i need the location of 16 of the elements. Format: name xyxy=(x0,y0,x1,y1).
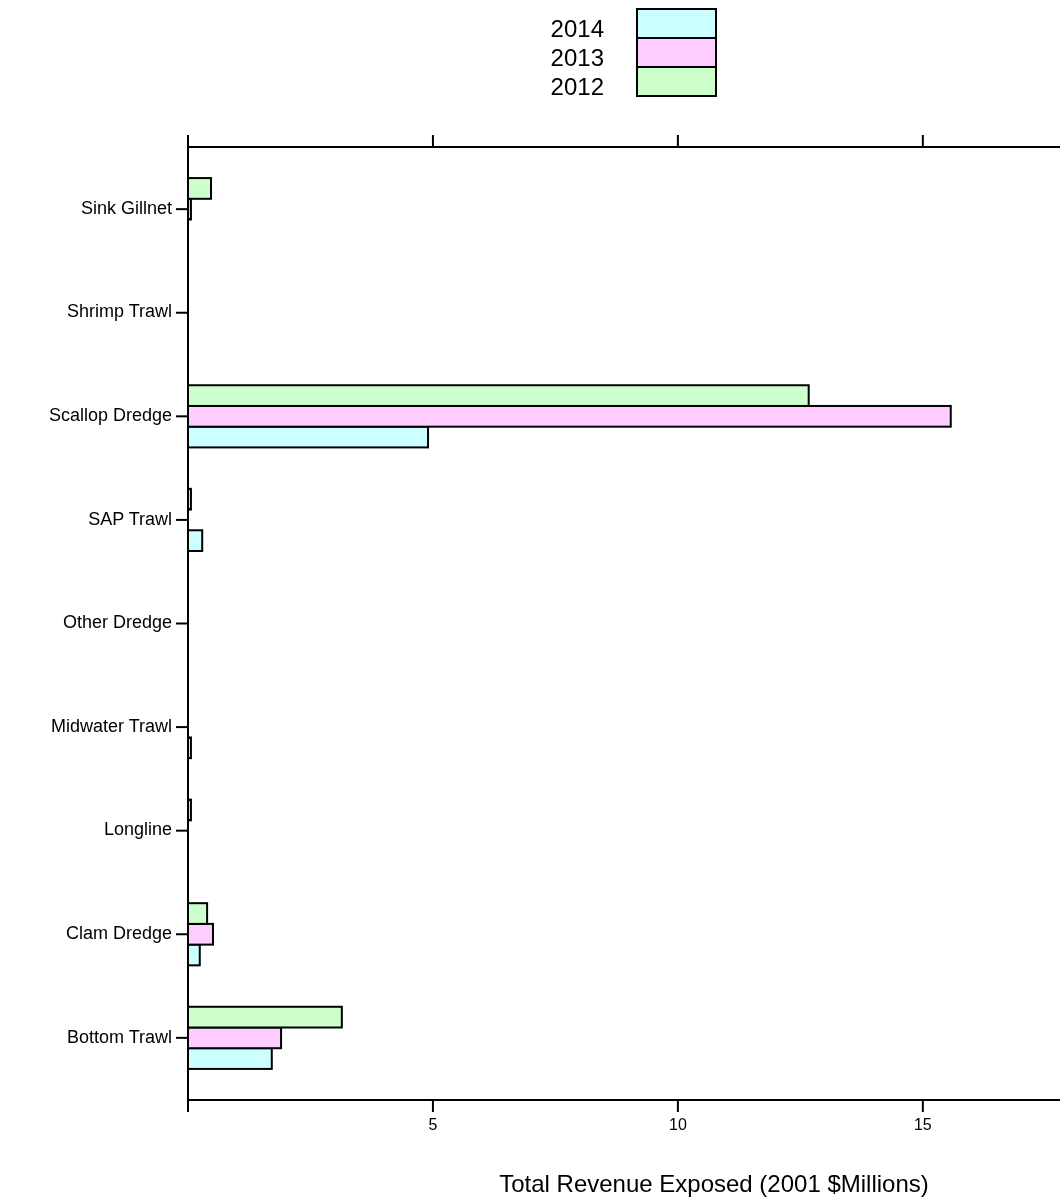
x-tick-label: 15 xyxy=(913,1116,932,1133)
legend-label: 2014 xyxy=(550,15,604,43)
y-tick-label: SAP Trawl xyxy=(88,508,172,529)
y-tick-label: Scallop Dredge xyxy=(48,405,172,426)
y-tick-label: Bottom Trawl xyxy=(66,1026,172,1047)
y-tick-label: Midwater Trawl xyxy=(50,715,172,736)
y-tick-label: Sink Gillnet xyxy=(80,197,172,218)
x-tick-label: 5 xyxy=(428,1116,438,1133)
y-tick-label: Longline xyxy=(103,819,172,840)
x-axis-title: Total Revenue Exposed (2001 $Millions) xyxy=(499,1170,929,1197)
legend-label: 2013 xyxy=(550,44,604,72)
legend-label: 2012 xyxy=(550,73,604,101)
y-tick-label: Clam Dredge xyxy=(65,923,172,944)
y-tick-label: Shrimp Trawl xyxy=(66,301,172,322)
y-tick-label: Other Dredge xyxy=(62,612,172,633)
x-tick-label: 10 xyxy=(668,1116,687,1133)
